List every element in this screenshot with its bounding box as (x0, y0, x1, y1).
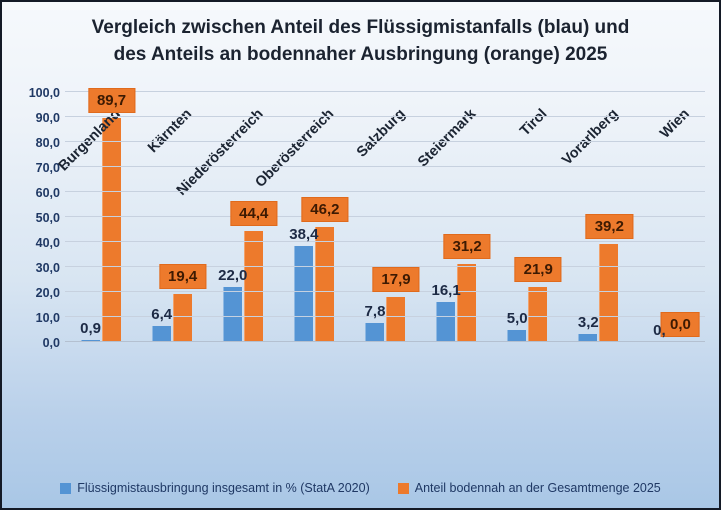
category-slot: 3,2 39,2 Vorarlberg (559, 92, 634, 342)
blue-value-label: 16,1 (431, 281, 461, 299)
blue-value-label: 22,0 (218, 267, 248, 284)
bar-pair (507, 287, 548, 342)
blue-bar (222, 287, 242, 342)
blue-value-label: 3,2 (577, 314, 599, 331)
x-axis-label: Wien (657, 106, 693, 142)
blue-bar (151, 326, 171, 342)
y-grid-line (65, 166, 705, 167)
orange-bar (457, 264, 477, 342)
legend: Flüssigmistausbringung insgesamt in % (S… (2, 481, 719, 495)
blue-value-label: 7,8 (364, 302, 386, 320)
orange-bar (599, 244, 619, 342)
chart-title: Vergleich zwischen Anteil des Flüssigmis… (2, 14, 719, 68)
y-tick-label: 50,0 (35, 211, 60, 225)
y-grid-line (65, 116, 705, 117)
orange-bar (172, 293, 192, 342)
blue-bar (436, 301, 456, 342)
legend-item-orange: Anteil bodennah an der Gesamtmenge 2025 (397, 481, 661, 495)
orange-bar (314, 226, 334, 342)
y-tick-label: 20,0 (35, 286, 60, 300)
blue-value-label: 5,0 (506, 309, 528, 327)
orange-value-label: 89,7 (87, 87, 136, 113)
y-grid-line (65, 216, 705, 217)
y-tick-label: 10,0 (35, 311, 60, 325)
y-tick-label: 0,0 (42, 336, 60, 350)
orange-value-label: 46,2 (301, 196, 349, 222)
y-tick-label: 40,0 (35, 236, 60, 250)
bar-slots: 0,9 89,7 Burgenland 6,4 19,4 Kärnten 22,0 44,4 N… (56, 87, 705, 342)
y-grid-line (65, 316, 705, 317)
orange-value-label: 31,2 (443, 234, 491, 259)
orange-value-label: 17,9 (372, 267, 420, 293)
bar-pair (364, 297, 405, 342)
bar-pair (293, 226, 334, 342)
y-tick-label: 100,0 (28, 86, 60, 100)
y-tick-label: 80,0 (35, 136, 60, 150)
blue-bar (364, 322, 384, 342)
orange-bar (385, 297, 405, 342)
blue-value-label: 38,4 (289, 226, 319, 243)
orange-value-label: 19,4 (159, 263, 207, 289)
y-axis: 0,0 10,0 20,0 30,0 40,0 50,0 60,0 70,0 80,0 90,0 1… (8, 86, 60, 350)
blue-bar (293, 246, 313, 342)
legend-swatch-orange-icon (397, 482, 409, 494)
x-axis-label: Salzburg (353, 106, 409, 161)
category-slot: 16,1 31,2 Steiermark (415, 92, 492, 342)
orange-value-label: 39,2 (585, 214, 633, 239)
chart-title-line1: Vergleich zwischen Anteil des Flüssigmis… (91, 17, 630, 38)
category-slot: 0, 0,0 Wien (634, 92, 705, 342)
x-axis-label: Tirol (517, 106, 551, 140)
blue-bar (80, 339, 100, 342)
orange-bar (528, 287, 548, 342)
y-grid-line (65, 91, 705, 92)
y-grid-line (65, 241, 705, 242)
y-grid-line (65, 141, 705, 142)
y-tick-label: 30,0 (35, 261, 60, 275)
y-tick-label: 70,0 (35, 161, 60, 175)
legend-label-blue: Flüssigmistausbringung insgesamt in % (S… (77, 481, 370, 495)
bar-pair (80, 117, 121, 342)
plot-area: 0,9 89,7 Burgenland 6,4 19,4 Kärnten 22,0 44,4 N… (56, 87, 705, 342)
category-slot: 7,8 17,9 Salzburg (349, 92, 420, 342)
orange-bar (101, 117, 121, 342)
y-tick-label: 60,0 (35, 186, 60, 200)
category-slot: 5,0 21,9 Tirol (492, 92, 563, 342)
blue-value-label: 0, (653, 322, 666, 339)
blue-bar (507, 329, 527, 342)
category-slot: 6,4 19,4 Kärnten (136, 92, 207, 342)
x-axis-label: Kärnten (144, 106, 195, 157)
y-grid-line (65, 266, 705, 267)
bar-pair (222, 231, 263, 342)
chart-title-line2: des Anteils an bodennaher Ausbringung (o… (113, 44, 608, 65)
legend-label-orange: Anteil bodennah an der Gesamtmenge 2025 (414, 481, 661, 495)
bar-pair (151, 293, 192, 342)
blue-value-label: 6,4 (151, 306, 173, 323)
y-grid-line (65, 191, 705, 192)
category-slot: 22,0 44,4 Niederösterreich (173, 92, 278, 342)
blue-value-label: 0,9 (80, 319, 101, 337)
bar-pair (578, 244, 619, 342)
orange-value-label: 0,0 (660, 312, 700, 337)
blue-bar (578, 334, 598, 342)
legend-swatch-blue-icon (60, 482, 72, 494)
y-tick-label: 90,0 (35, 111, 60, 125)
y-grid-line (65, 341, 705, 342)
category-slot: 0,9 89,7 Burgenland (56, 87, 136, 342)
orange-bar (243, 231, 263, 342)
category-slot: 38,4 46,2 Oberösterreich (252, 92, 349, 342)
bar-pair (436, 264, 477, 342)
legend-item-blue: Flüssigmistausbringung insgesamt in % (S… (60, 481, 370, 495)
orange-value-label: 44,4 (230, 201, 278, 226)
orange-value-label: 21,9 (514, 257, 562, 283)
